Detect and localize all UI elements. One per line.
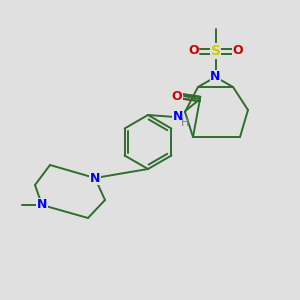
Text: N: N bbox=[210, 70, 221, 83]
Text: N: N bbox=[37, 199, 47, 212]
Text: N: N bbox=[90, 172, 100, 184]
Text: O: O bbox=[232, 44, 243, 58]
Text: N: N bbox=[173, 110, 183, 124]
Text: H: H bbox=[181, 118, 189, 128]
Text: S: S bbox=[211, 44, 220, 58]
Text: O: O bbox=[188, 44, 199, 58]
Text: O: O bbox=[172, 89, 182, 103]
